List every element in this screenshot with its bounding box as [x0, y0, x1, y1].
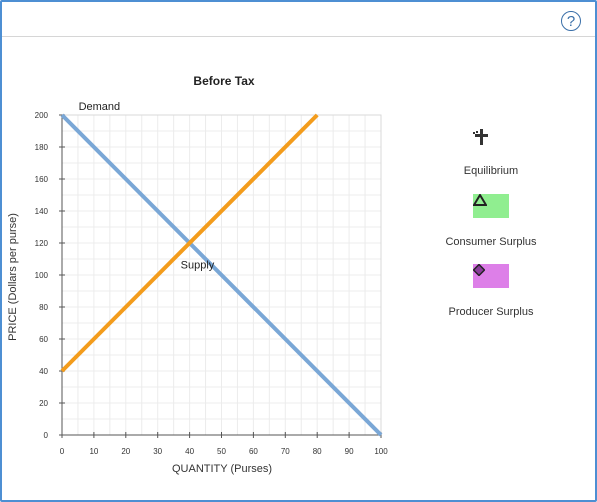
- legend-label: Producer Surplus: [448, 306, 534, 318]
- y-tick-label: 80: [39, 303, 48, 312]
- legend-label: Equilibrium: [463, 165, 519, 177]
- y-tick-label: 160: [35, 175, 49, 184]
- y-tick-label: 100: [35, 271, 49, 280]
- y-tick-label: 200: [35, 111, 49, 120]
- y-tick-label: 20: [39, 399, 48, 408]
- x-tick-label: 50: [217, 447, 226, 456]
- help-icon: ?: [566, 13, 576, 30]
- axes: 0 10 20 30 40 50 60 70 80 90 100 0 20 40 60 80 100 120 140…: [35, 111, 389, 456]
- chart-title: Before Tax: [193, 74, 254, 88]
- x-axis-label: QUANTITY (Purses): [172, 463, 272, 475]
- series-lines: [60, 113, 383, 437]
- x-tick-label: 10: [89, 447, 98, 456]
- equilibrium-tool[interactable]: [473, 128, 509, 152]
- x-tick-label: 90: [345, 447, 354, 456]
- y-tick-label: 180: [35, 143, 49, 152]
- help-button[interactable]: ?: [561, 11, 581, 31]
- x-tick-label: 40: [185, 447, 194, 456]
- x-tick-label: 60: [249, 447, 258, 456]
- supply-curve[interactable]: [60, 113, 319, 373]
- y-tick-label: 40: [39, 367, 48, 376]
- x-tick-label: 0: [60, 447, 65, 456]
- y-tick-label: 120: [35, 239, 49, 248]
- x-tick-label: 20: [121, 447, 130, 456]
- demand-curve[interactable]: [60, 113, 383, 437]
- supply-label: Supply: [181, 260, 215, 272]
- y-axis-label: PRICE (Dollars per purse): [7, 213, 19, 341]
- x-tick-label: 100: [374, 447, 388, 456]
- x-tick-label: 30: [153, 447, 162, 456]
- x-tick-label: 80: [313, 447, 322, 456]
- producer-surplus-tool[interactable]: [473, 264, 509, 288]
- y-tick-label: 0: [44, 431, 49, 440]
- annotations: Demand Supply: [79, 101, 215, 271]
- toolbar: ?: [2, 2, 595, 37]
- x-tick-label: 70: [281, 447, 290, 456]
- y-tick-label: 60: [39, 335, 48, 344]
- consumer-surplus-tool[interactable]: [473, 194, 509, 218]
- legend-label: Consumer Surplus: [445, 236, 537, 248]
- demand-label: Demand: [79, 101, 121, 113]
- y-tick-label: 140: [35, 207, 49, 216]
